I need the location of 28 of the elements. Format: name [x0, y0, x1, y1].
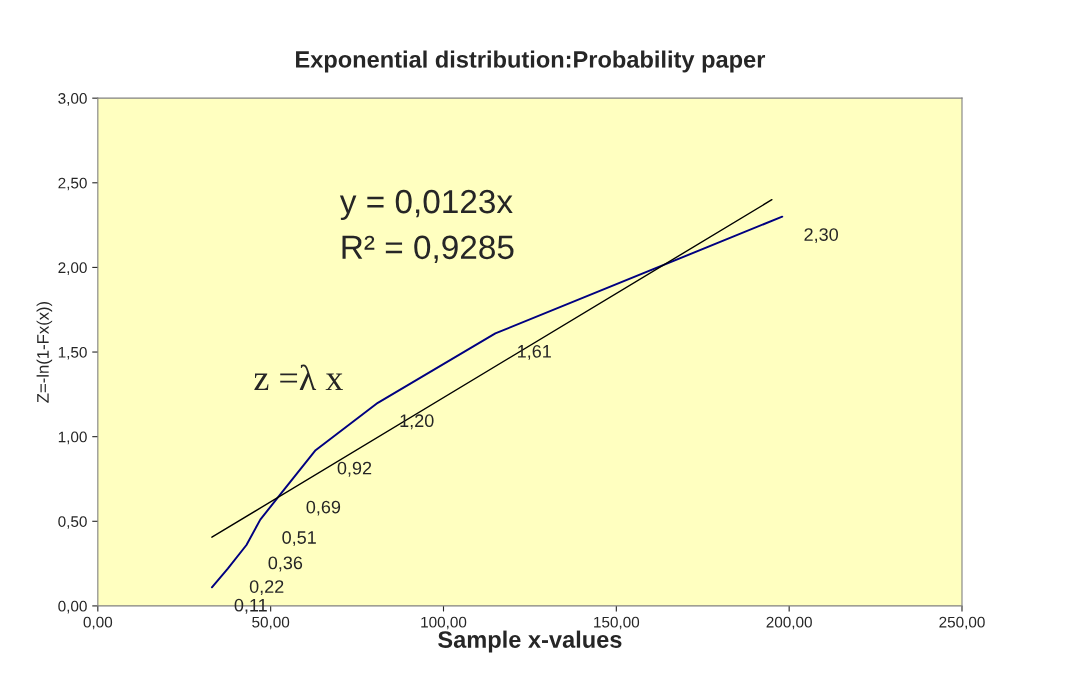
- annotation: z =λ x: [254, 364, 343, 391]
- x-tick-label: 250,00: [939, 616, 985, 630]
- data-label: 0,11: [234, 598, 267, 614]
- annotation: R² = 0,9285: [342, 235, 514, 264]
- y-tick-label: 2,50: [58, 177, 87, 191]
- data-label: 0,51: [282, 531, 316, 547]
- data-label: 0,69: [306, 500, 341, 516]
- x-tick-label: 50,00: [252, 616, 290, 630]
- y-tick-label: 0,00: [58, 600, 87, 614]
- y-tick-label: 1,00: [58, 431, 87, 445]
- y-axis-title: Z=-ln(1-Fx(x)): [36, 301, 53, 403]
- annotation: y = 0,0123x: [339, 189, 513, 221]
- x-tick-label: 100,00: [421, 616, 467, 630]
- chart-title: Exponential distribution:Probability paper: [296, 50, 766, 73]
- y-tick-label: 3,00: [58, 93, 87, 106]
- data-label: 0,22: [249, 580, 284, 596]
- data-label: 1,61: [518, 344, 551, 360]
- x-axis-title: Sample x-values: [438, 630, 622, 653]
- x-tick-label: 200,00: [766, 616, 812, 630]
- x-tick-label: 0,00: [83, 616, 113, 630]
- y-tick-label: 1,50: [58, 346, 87, 360]
- data-label: 0,36: [268, 556, 303, 572]
- data-label: 1,20: [400, 414, 434, 430]
- y-tick-label: 2,00: [58, 262, 87, 275]
- data-label: 2,30: [804, 228, 838, 244]
- x-tick-label: 150,00: [594, 616, 640, 630]
- data-label: 0,92: [337, 461, 372, 477]
- y-tick-label: 0,50: [58, 516, 87, 529]
